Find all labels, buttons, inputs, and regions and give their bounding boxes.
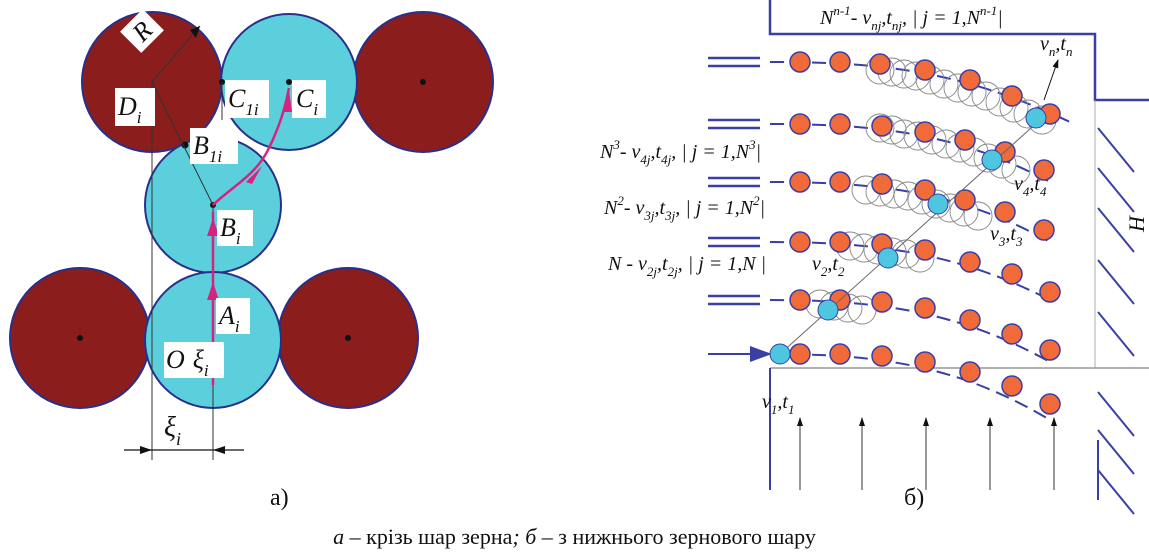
label-v2-t2: v2,t2	[812, 253, 845, 279]
label-a: Ai	[217, 301, 240, 336]
label-b1: B1i	[193, 131, 222, 166]
label-c1: C1i	[228, 84, 259, 119]
caption-a-text: – крізь шар зерна	[344, 524, 513, 549]
panel-b: Nn-1- vnj,tnj, | j = 1,Nn-1| N3- v4j,t4j…	[599, 0, 1149, 515]
label-v1-t1: v1,t1	[762, 391, 794, 417]
figure-caption: а – крізь шар зерна; б – з нижнього зерн…	[0, 524, 1149, 550]
panel-a-label: а)	[270, 485, 289, 511]
formula-n2: N2- v3j,t3j, | j = 1,N2|	[603, 193, 765, 223]
caption-a-letter: а	[333, 524, 345, 549]
label-b: Bi	[220, 213, 241, 248]
label-vn-tn: vn,tn	[1040, 33, 1072, 59]
caption-b-text: – з нижнього зернового шару	[536, 524, 816, 549]
formula-n3: N3- v4j,t4j, | j = 1,N3|	[599, 137, 761, 167]
label-d: Di	[117, 92, 142, 127]
label-xi-dimension: ξi	[164, 412, 181, 449]
label-c: Ci	[296, 84, 318, 119]
label-h: H	[1124, 215, 1149, 233]
panel-b-label: б)	[904, 485, 924, 511]
caption-separator: ;	[512, 524, 520, 549]
formula-top: Nn-1- vnj,tnj, | j = 1,Nn-1|	[819, 3, 1003, 33]
label-v4-t4: v4,t4	[1014, 173, 1047, 199]
formula-n: N - v2j,t2j, | j = 1,N |	[607, 253, 766, 279]
caption-b-letter: б	[519, 524, 537, 549]
label-v3-t3: v3,t3	[990, 223, 1023, 249]
